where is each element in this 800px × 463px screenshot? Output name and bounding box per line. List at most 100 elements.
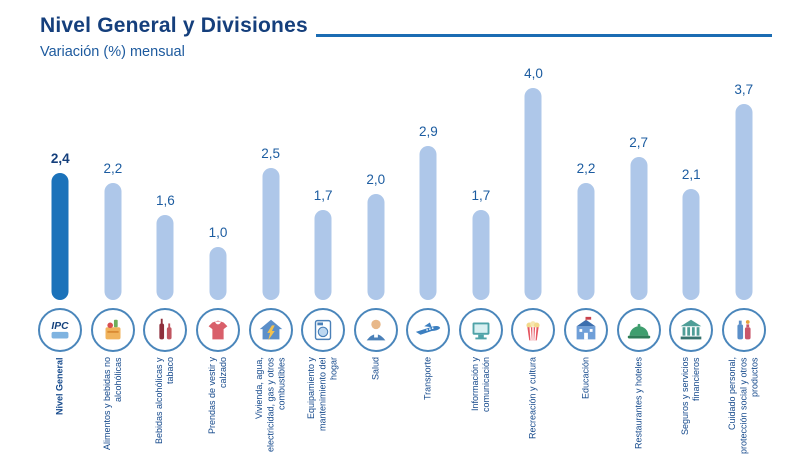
category-label-area: Seguros y servicios financieros [665,357,718,455]
plot-area: 2,5 [244,64,297,300]
value-label: 3,7 [734,81,754,97]
category-label-area: Alimentos y bebidas no alcohólicas [87,357,140,455]
value-label: 1,7 [471,187,491,203]
category-label: Vivienda, agua, electricidad, gas y otro… [253,357,287,452]
plot-area: 1,0 [192,64,245,300]
bar [51,172,69,300]
bar [630,156,648,300]
category-icon-circle [616,308,661,352]
category-icon-circle [458,308,503,352]
category-label: Restaurantes y hoteles [633,357,644,450]
bar [735,103,753,300]
value-label: 2,4 [50,150,70,166]
header-rule [316,34,772,37]
category-label-area: Vivienda, agua, electricidad, gas y otro… [244,357,297,455]
category-label: Información y comunicación [469,357,491,413]
value-label: 2,1 [681,166,701,182]
chart-column: 1,7 Información y comunicación [455,64,508,455]
personal-care-icon [729,315,759,345]
bar [524,88,542,300]
page-title: Nivel General y Divisiones [40,14,308,37]
bar [682,188,700,300]
plot-area: 2,1 [665,64,718,300]
plot-area: 3,7 [718,64,771,300]
communication-icon [466,315,496,345]
value-label: 1,7 [313,187,333,203]
category-label-area: Equipamiento y mantenimiento del hogar [297,357,350,455]
category-label: Prendas de vestir y calzado [206,357,229,435]
bar [314,209,332,300]
plot-area: 4,0 [507,64,560,300]
category-label: Seguros y servicios financieros [679,357,702,436]
recreation-icon [518,315,548,345]
groceries-icon [98,315,128,345]
category-label-area: Bebidas alcohólicas y tabaco [139,357,192,455]
chart-column: 2,1 Seguros y servicios financieros [665,64,718,455]
bar-chart: 2,4 IPC Nivel General 2,2 Alimentos y bebida… [34,64,770,455]
category-label-area: Cuidado personal, protección social y ot… [718,357,771,455]
health-icon [361,315,391,345]
household-equipment-icon [308,315,338,345]
page-subtitle: Variación (%) mensual [40,44,185,60]
category-label: Equipamiento y mantenimiento del hogar [306,357,339,431]
chart-column: 1,6 Bebidas alcohólicas y tabaco [139,64,192,455]
category-label-area: Salud [349,357,402,455]
category-icon-circle [721,308,766,352]
value-label: 4,0 [524,66,543,81]
category-icon-circle [353,308,398,352]
category-icon-circle [301,308,346,352]
ipc-logo-icon: IPC [45,315,75,345]
bar [104,183,122,300]
value-label: 2,9 [418,124,438,140]
value-label: 2,0 [366,172,386,187]
chart-column: 2,5 Vivienda, agua, electricidad, gas y o… [244,64,297,455]
value-label: 2,5 [261,145,280,161]
chart-column: 2,9 Transporte [402,64,455,455]
chart-column: 2,2 Educación [560,64,613,455]
education-icon [571,315,601,345]
plot-area: 2,4 [34,64,87,300]
value-label: 2,2 [103,161,123,177]
chart-column: 2,0 Salud [349,64,402,455]
chart-column: 2,7 Restaurantes y hoteles [612,64,665,455]
svg-text:IPC: IPC [52,321,70,332]
category-label: Transporte [422,357,433,401]
category-icon-circle: IPC [38,308,83,352]
category-icon-circle [564,308,609,352]
transport-icon [413,315,443,345]
category-label-area: Información y comunicación [455,357,508,455]
category-label: Alimentos y bebidas no alcohólicas [101,357,123,451]
category-label: Cuidado personal, protección social y ot… [726,357,760,454]
chart-column: 1,7 Equipamiento y mantenimiento del hoga… [297,64,350,455]
plot-area: 2,2 [560,64,613,300]
clothing-icon [203,315,233,345]
category-icon-circle [669,308,714,352]
chart-column: 4,0 Recreación y cultura [507,64,560,455]
plot-area: 1,6 [139,64,192,300]
chart-column: 2,4 IPC Nivel General [34,64,87,455]
category-label-area: Educación [560,357,613,455]
bar [577,183,595,300]
chart-column: 2,2 Alimentos y bebidas no alcohólicas [87,64,140,455]
restaurants-hotels-icon [624,315,654,345]
plot-area: 1,7 [455,64,508,300]
category-label-area: Restaurantes y hoteles [612,357,665,455]
category-label: Recreación y cultura [527,357,538,440]
category-icon-circle [511,308,556,352]
category-label: Bebidas alcohólicas y tabaco [154,357,176,444]
value-label: 2,2 [576,161,596,177]
bar [367,194,385,300]
chart-column: 1,0 Prendas de vestir y calzado [192,64,245,455]
value-label: 1,6 [156,193,175,209]
value-label: 1,0 [208,225,228,240]
chart-column: 3,7 Cuidado personal, protección social y… [718,64,771,455]
category-label-area: Transporte [402,357,455,455]
plot-area: 2,0 [349,64,402,300]
bar [156,215,174,300]
alcohol-tobacco-icon [150,315,180,345]
category-label-area: Nivel General [34,357,87,455]
value-label: 2,7 [629,134,649,150]
plot-area: 2,2 [87,64,140,300]
plot-area: 2,9 [402,64,455,300]
